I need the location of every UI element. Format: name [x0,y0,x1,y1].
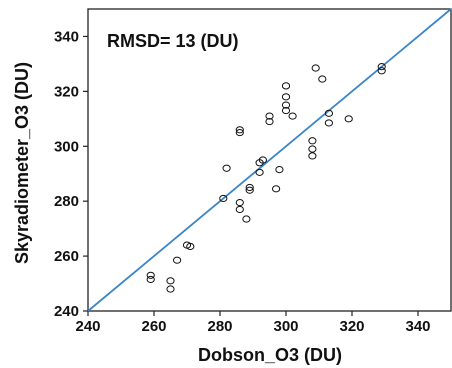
data-point [309,138,316,144]
y-tick-label: 300 [54,138,79,155]
data-point [223,165,230,171]
x-tick-label: 280 [207,318,232,335]
rmsd-annotation: RMSD= 13 (DU) [107,31,239,51]
data-points [147,64,385,293]
data-point [289,113,296,119]
x-tick-label: 320 [339,318,364,335]
data-point [273,186,280,192]
data-point [282,94,289,100]
data-point [325,120,332,126]
data-point [282,83,289,89]
x-tick-label: 260 [141,318,166,335]
data-point [167,286,174,292]
data-point [276,167,283,173]
data-point [345,116,352,122]
x-tick-label: 300 [273,318,298,335]
y-tick-label: 280 [54,193,79,210]
data-point [378,68,385,74]
one-to-one-line [88,9,451,311]
x-tick-label: 240 [75,318,100,335]
y-axis-label: Skyradiometer_O3 (DU) [12,62,32,264]
data-point [243,216,250,222]
y-tick-label: 240 [54,303,79,320]
data-point [256,169,263,175]
x-axis-label: Dobson_O3 (DU) [198,345,342,365]
data-point [309,146,316,152]
line-layer [88,9,451,311]
data-point [167,278,174,284]
y-tick-label: 340 [54,28,79,45]
data-point [319,76,326,82]
data-point [147,276,154,282]
data-point [309,153,316,159]
data-point [174,257,181,263]
data-point [236,206,243,212]
data-point [236,199,243,205]
x-tick-label: 340 [405,318,430,335]
data-point [312,65,319,71]
y-tick-label: 260 [54,248,79,265]
y-tick-label: 320 [54,83,79,100]
